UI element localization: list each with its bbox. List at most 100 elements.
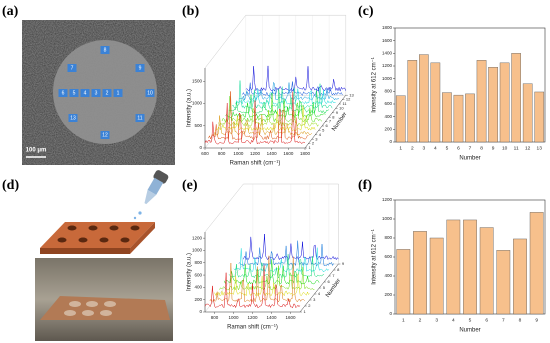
y-tick-label: 400 [384,273,392,278]
spot-label: 3 [95,90,98,96]
x-tick-label: 1200 [247,315,258,320]
y-tick-label: 600 [384,254,392,259]
x-tick-label: 5 [446,145,449,151]
x-tick-label: 12 [525,145,531,151]
z-tick-label: 11 [343,101,348,106]
x-tick-label: 1 [399,145,402,151]
y-tick-label: 600 [194,272,202,277]
x-tick-label: 4 [452,317,455,323]
y-tick-label: 600 [384,101,392,106]
z-tick-label: 12 [346,97,351,102]
x-tick-label: 11 [514,145,519,151]
z-tick-label: 4 [319,132,322,137]
y-tick-label: 1600 [382,38,393,43]
z-tick-label: 5 [322,127,325,132]
y-tick-label: 1400 [382,51,393,56]
spot-marker [68,114,78,122]
bar [465,93,475,143]
y-axis-title: Intensity (a.u.) [187,89,193,127]
y-tick-label: 800 [194,260,202,265]
panel-label: (f) [358,178,372,193]
y-tick-label: 200 [384,292,392,297]
z-tick-label: 9 [336,110,339,115]
bar [534,91,545,143]
x-axis-title: Number [459,328,480,334]
spot-marker [80,89,90,97]
x-tick-label: 10 [502,145,508,151]
x-tick-label: 3 [423,145,426,151]
spot-marker [135,64,145,72]
spectrum [209,255,305,303]
z-tick-label: 7 [332,273,335,278]
x-tick-label: 3 [435,317,438,323]
x-tick-label: 2 [411,145,414,151]
spot-label: 7 [71,65,74,71]
spot-marker [100,131,110,139]
bar [488,67,498,143]
x-tick-label: 9 [535,317,538,323]
x-tick-label: 1400 [267,151,278,156]
z-tick-label: 8 [337,267,340,272]
spectrum [233,247,329,273]
spot-marker [69,89,79,97]
z-tick-label: 4 [318,291,321,296]
spectrum [215,105,316,132]
spectrum [204,265,301,309]
y-tick-label: 0 [389,311,392,316]
z-tick-label: 7 [329,119,332,124]
bar [419,54,429,143]
x-tick-label: 5 [469,317,472,323]
y-tick-label: 800 [384,235,392,240]
y-tick-label: 0 [389,139,392,144]
bar [395,95,406,143]
spectrum [225,100,326,119]
x-tick-label: 1200 [250,151,261,156]
y-tick-label: 1800 [382,25,393,30]
bar [407,60,418,143]
x-tick-label: 1000 [228,315,239,320]
x-tick-label: 2 [419,317,422,323]
z-tick-label: 9 [342,261,345,266]
spot-marker [91,89,101,97]
z-tick-label: 1 [309,145,312,150]
bar [529,212,544,315]
spot-label: 2 [106,90,109,96]
x-tick-label: 1600 [285,315,296,320]
y-tick-label: 1200 [382,197,393,202]
y-tick-label: 400 [384,114,392,119]
bar [522,83,533,143]
y-tick-label: 1000 [382,216,393,221]
bar [430,62,441,143]
x-tick-label: 6 [457,145,460,151]
y-tick-label: 1200 [192,235,203,240]
illustration [35,170,173,341]
y-tick-label: 200 [194,297,202,302]
bar [476,60,487,143]
panel-label: (e) [182,178,198,193]
scale-bar: 100 μm [26,148,47,154]
spot-label: 9 [139,65,142,71]
spectrum [219,265,315,291]
z-tick-label: 3 [315,136,318,141]
x-tick-label: 9 [492,145,495,151]
z-tick-label: 2 [308,303,311,308]
x-tick-label: 7 [502,317,505,323]
panel-label: (c) [358,4,374,19]
panel-label: (a) [2,4,19,19]
z-tick-label: 3 [313,297,316,302]
x-axis-title: Raman shift (cm⁻¹) [227,325,278,331]
bar [479,227,494,315]
spectrum [214,273,310,297]
y-tick-label: 1200 [382,63,393,68]
y-tick-label: 1000 [192,101,203,106]
x-tick-label: 1800 [300,151,311,156]
spot-label: 6 [62,90,65,96]
y-tick-label: 200 [384,127,392,132]
x-tick-label: 6 [485,317,488,323]
y-axis-title: Intensity at 612 cm⁻¹ [372,229,378,285]
panel-label: (b) [182,4,199,19]
y-tick-label: 400 [194,285,202,290]
x-tick-label: 4 [434,145,437,151]
x-tick-label: 1400 [266,315,277,320]
